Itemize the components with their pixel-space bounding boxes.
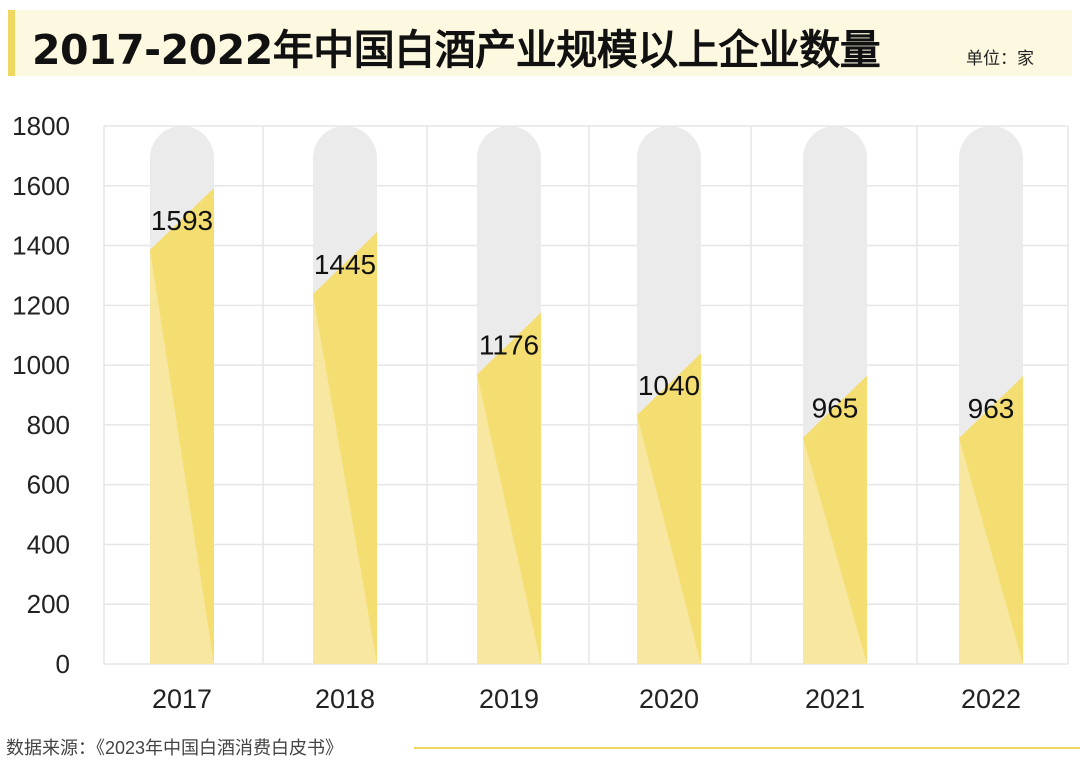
- x-tick-label: 2022: [961, 684, 1021, 714]
- data-label: 1445: [314, 249, 376, 280]
- grid-lines: [103, 125, 1069, 665]
- bar-facet: [803, 437, 867, 664]
- y-tick-label: 400: [27, 529, 70, 559]
- y-axis-ticks: 0 200 400 600 800 1000 1200 1400 1600 1800: [12, 111, 70, 679]
- data-label: 963: [968, 393, 1015, 424]
- x-tick-label: 2017: [152, 684, 212, 714]
- y-tick-label: 1200: [12, 290, 70, 320]
- y-tick-label: 600: [27, 470, 70, 500]
- bars: 1593 1445 1176 1040 965 963: [150, 126, 1023, 664]
- data-source: 数据来源：《2023年中国白酒消费白皮书》: [6, 738, 344, 758]
- bar-facet: [150, 249, 214, 664]
- x-axis-ticks: 2017 2018 2019 2020 2021 2022: [152, 684, 1021, 714]
- chart-title: 2017-2022年中国白酒产业规模以上企业数量: [32, 26, 881, 74]
- bar-chart: 0 200 400 600 800 1000 1200 1400 1600 1800 1593 14…: [12, 111, 1069, 714]
- x-tick-label: 2021: [805, 684, 865, 714]
- x-tick-label: 2019: [479, 684, 539, 714]
- y-tick-label: 1600: [12, 171, 70, 201]
- data-label: 1593: [151, 205, 213, 236]
- data-label: 1040: [638, 370, 700, 401]
- bar-facet: [637, 415, 701, 664]
- y-tick-label: 1000: [12, 350, 70, 380]
- y-tick-label: 200: [27, 589, 70, 619]
- y-tick-label: 1400: [12, 231, 70, 261]
- bar-facet: [959, 438, 1023, 664]
- y-tick-label: 1800: [12, 111, 70, 141]
- data-label: 965: [812, 393, 859, 424]
- data-label: 1176: [479, 330, 539, 361]
- title-accent-bar: [8, 10, 15, 76]
- x-tick-label: 2018: [315, 684, 375, 714]
- y-tick-label: 0: [56, 649, 70, 679]
- title-banner: [8, 10, 1072, 76]
- source-underline: [414, 747, 1080, 749]
- y-tick-label: 800: [27, 410, 70, 440]
- x-tick-label: 2020: [639, 684, 699, 714]
- unit-label: 单位：家: [966, 49, 1034, 68]
